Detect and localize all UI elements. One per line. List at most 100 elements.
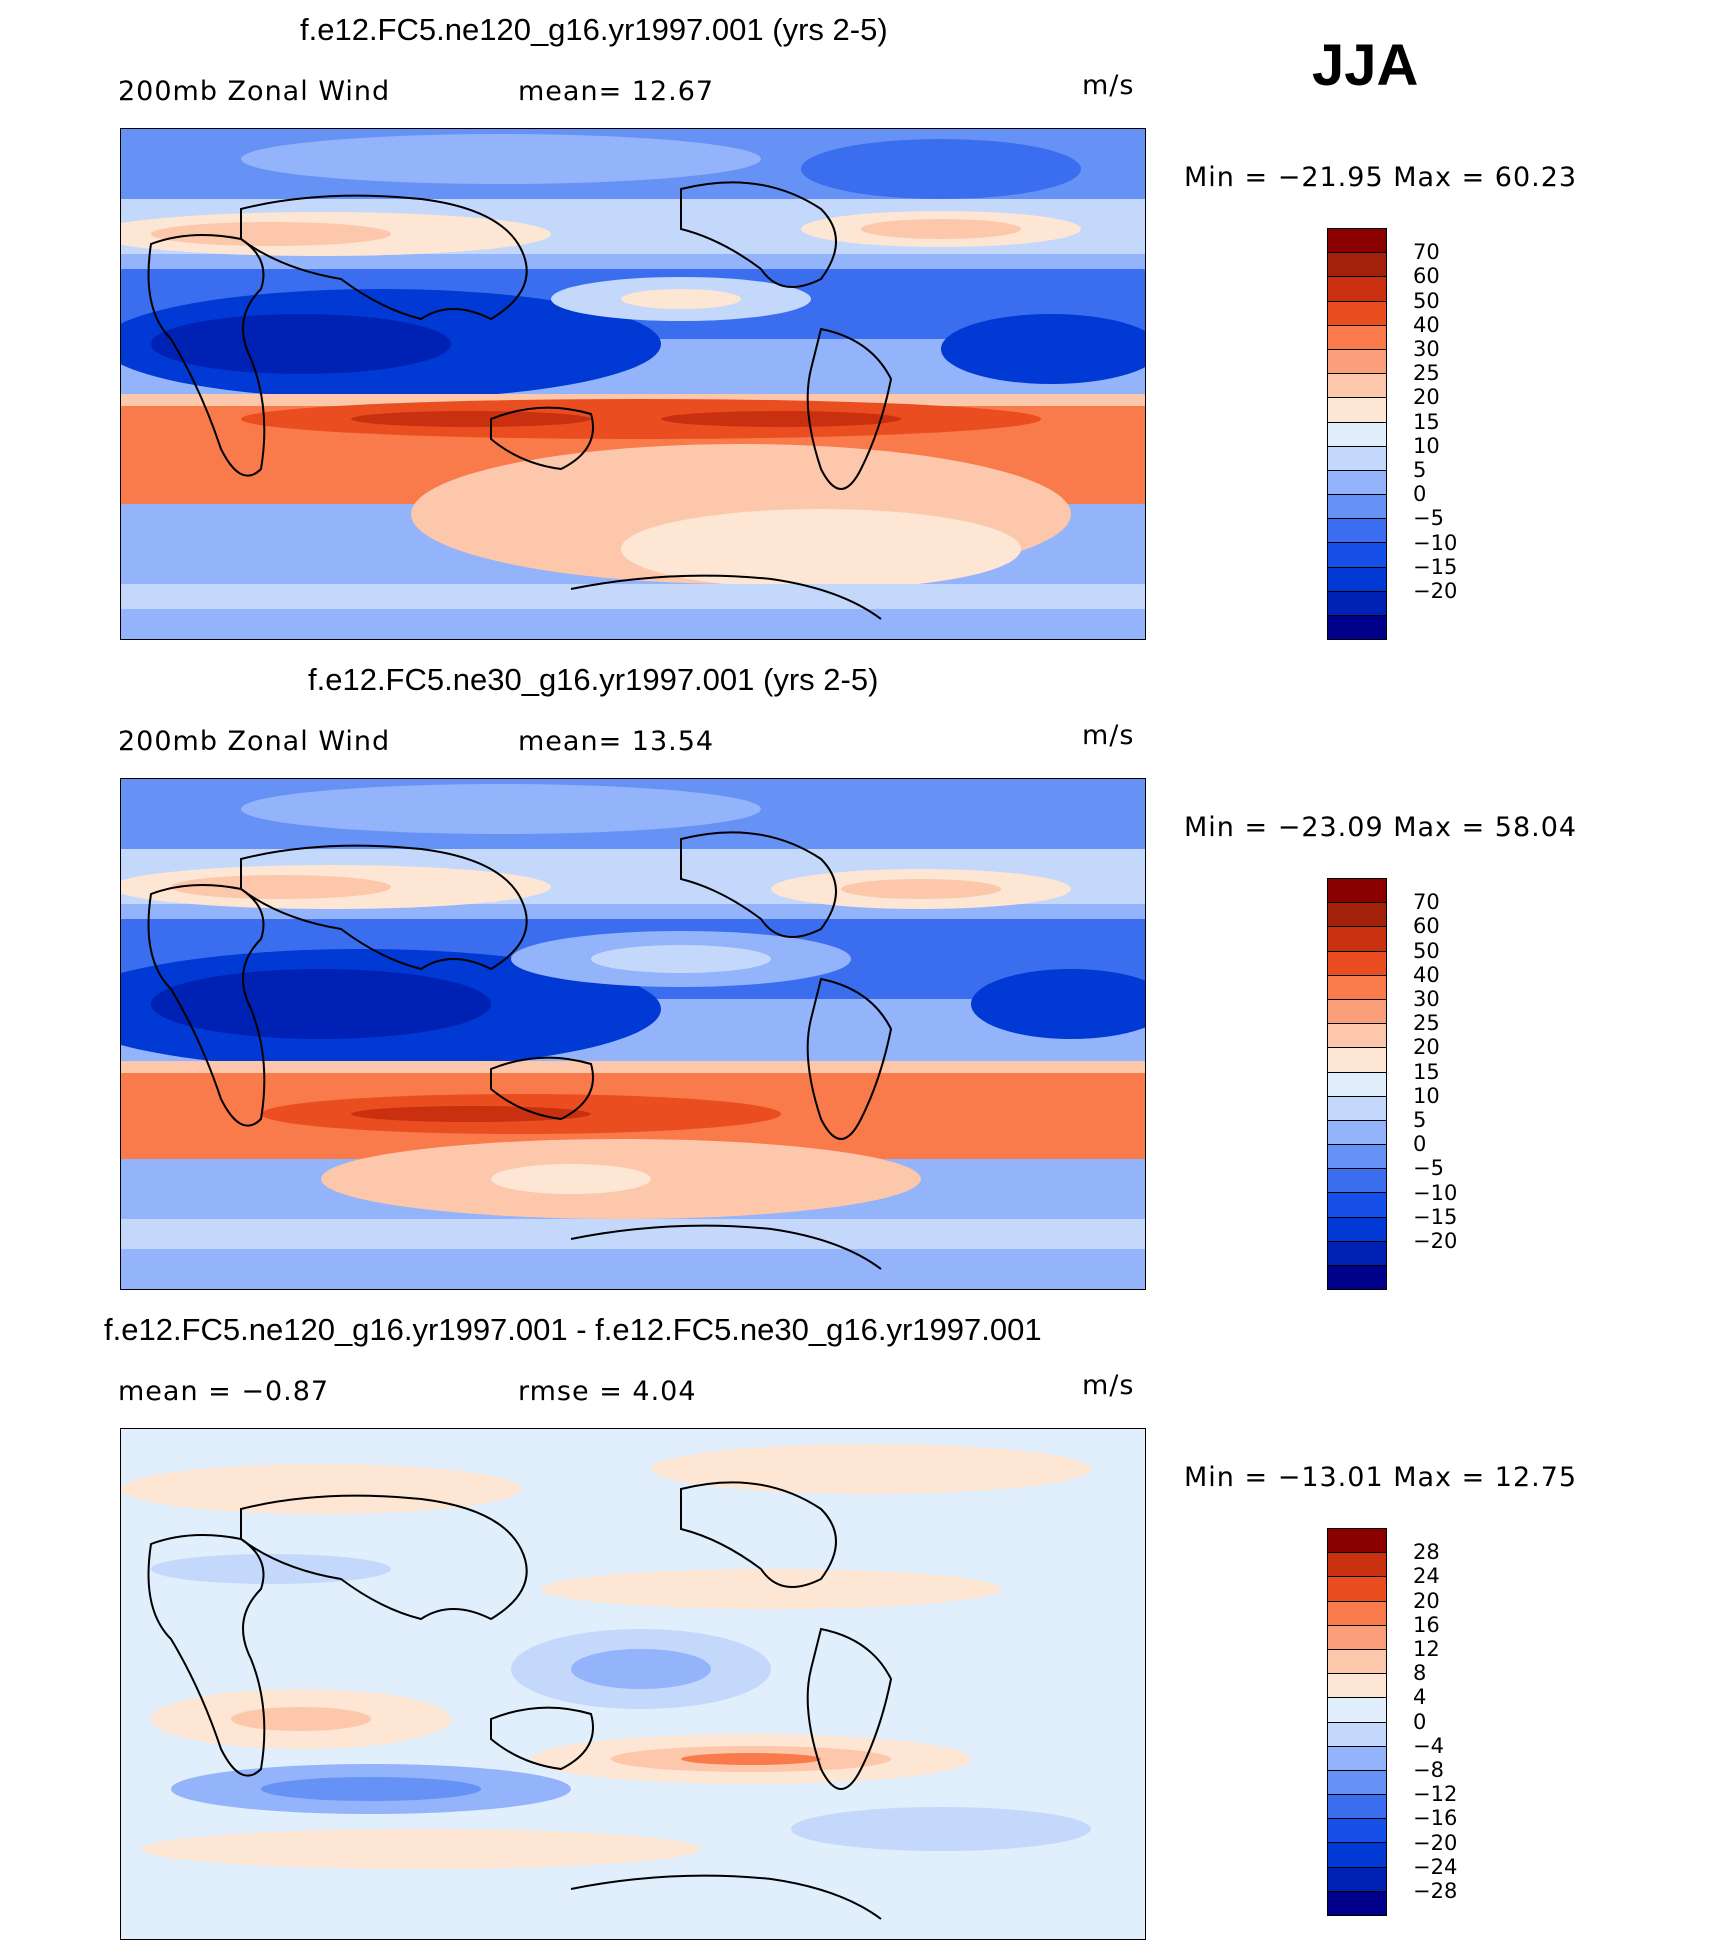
colorbar-tick-label: 20 [1413,385,1440,410]
colorbar-tick-label: −20 [1413,579,1458,603]
colorbar-tick-label: 15 [1413,409,1440,434]
panel-2-minmax: Min = −23.09 Max = 58.04 [1184,812,1578,843]
colorbar-swatch [1327,1265,1387,1291]
colorbar-tick-label: 15 [1413,1059,1440,1084]
colorbar-tick-label: 50 [1413,938,1440,963]
panel-3-contour-plot [121,1429,1145,1939]
colorbar-swatch [1327,397,1387,423]
colorbar-swatch [1327,1794,1387,1820]
colorbar-swatch [1327,1240,1387,1266]
panel-2-mean-label: mean= 13.54 [518,726,715,757]
colorbar-swatch [1327,1216,1387,1242]
colorbar-tick-label: 10 [1413,1083,1440,1108]
panel-1-colorbar: 70 60 50 40 30 25 20 15 10 5 0 −5 −10 −15 −20 [1327,228,1457,641]
colorbar-tick-label: −4 [1413,1733,1444,1758]
panel-3-mean-label: mean = −0.87 [118,1376,330,1407]
colorbar-tick-label: −15 [1413,554,1458,579]
colorbar-swatch [1327,1576,1387,1602]
colorbar-tick-label: 0 [1413,482,1427,507]
colorbar-tick-label: 60 [1413,264,1440,289]
colorbar-swatch [1327,902,1387,928]
colorbar-swatch [1327,615,1387,641]
colorbar-tick-label: −24 [1413,1854,1458,1879]
colorbar-swatch [1327,1600,1387,1626]
colorbar-swatch [1327,1119,1387,1146]
panel-1-contour-plot [121,129,1145,639]
panel-3-map [120,1428,1146,1940]
colorbar-tick-label: 30 [1413,987,1440,1011]
colorbar-tick-label: 60 [1413,914,1440,939]
colorbar-swatch [1327,1745,1387,1771]
panel-1-variable-label: 200mb Zonal Wind [118,76,391,107]
colorbar-swatch [1327,1071,1387,1097]
colorbar-swatch [1327,1866,1387,1892]
colorbar-swatch [1327,494,1387,520]
colorbar-tick-label: 4 [1413,1685,1427,1710]
colorbar-swatch [1327,228,1387,254]
colorbar-tick-label: 20 [1413,1035,1440,1060]
panel-3-rmse-label: rmse = 4.04 [518,1376,697,1407]
panel-3-minmax: Min = −13.01 Max = 12.75 [1184,1462,1578,1493]
colorbar-swatch [1327,276,1387,302]
colorbar-swatch [1327,373,1387,399]
colorbar-tick-label: 30 [1413,337,1440,361]
colorbar-swatch [1327,1818,1387,1844]
colorbar-tick-label: 12 [1413,1637,1440,1661]
colorbar-tick-label: −12 [1413,1782,1458,1807]
colorbar-swatch [1327,590,1387,616]
colorbar-tick-label: −16 [1413,1806,1458,1831]
colorbar-swatch [1327,518,1387,544]
panel-2-units: m/s [1082,720,1135,751]
colorbar-tick-label: 5 [1413,458,1427,482]
panel-1-minmax: Min = −21.95 Max = 60.23 [1184,162,1578,193]
colorbar-tick-label: 8 [1413,1661,1427,1686]
colorbar-swatch [1327,324,1387,350]
colorbar-swatch [1327,1144,1387,1170]
colorbar-swatch [1327,445,1387,471]
colorbar-swatch [1327,1673,1387,1699]
colorbar-swatch [1327,1552,1387,1578]
colorbar-swatch [1327,974,1387,1000]
panel-3-colorbar: 28 24 20 16 12 8 4 0 −4 −8 −12 −16 −20 −24 −28 [1327,1528,1457,1916]
colorbar-tick-label: 10 [1413,433,1440,458]
colorbar-tick-label: 40 [1413,312,1440,337]
colorbar-swatch [1327,1047,1387,1073]
colorbar-tick-label: 28 [1413,1540,1440,1565]
colorbar-swatch [1327,421,1387,447]
colorbar-swatch [1327,566,1387,592]
panel-3-units: m/s [1082,1370,1135,1401]
panel-1-units: m/s [1082,70,1135,101]
colorbar-swatch [1327,1095,1387,1121]
colorbar-swatch [1327,1890,1387,1916]
panel-2-title: f.e12.FC5.ne30_g16.yr1997.001 (yrs 2-5) [308,662,879,697]
colorbar-swatch [1327,1528,1387,1554]
colorbar-swatch [1327,1769,1387,1796]
colorbar-tick-label: 24 [1413,1564,1440,1589]
colorbar-tick-label: −10 [1413,530,1458,555]
colorbar-tick-label: 50 [1413,288,1440,313]
colorbar-swatch [1327,1624,1387,1650]
panel-3-title: f.e12.FC5.ne120_g16.yr1997.001 - f.e12.F… [104,1312,1042,1347]
colorbar-swatch [1327,348,1387,375]
panel-2-colorbar-boxes [1327,878,1387,1291]
colorbar-tick-label: 16 [1413,1612,1440,1637]
colorbar-swatch [1327,1842,1387,1868]
colorbar-swatch [1327,950,1387,976]
colorbar-tick-label: 25 [1413,1011,1440,1036]
colorbar-tick-label: −5 [1413,1156,1444,1181]
colorbar-tick-label: 25 [1413,361,1440,386]
colorbar-tick-label: 0 [1413,1709,1427,1734]
panel-2-map [120,778,1146,1290]
panel-1-mean-label: mean= 12.67 [518,76,715,107]
colorbar-tick-label: 20 [1413,1588,1440,1613]
colorbar-swatch [1327,1168,1387,1194]
panel-2-contour-plot [121,779,1145,1289]
colorbar-tick-label: −8 [1413,1758,1444,1782]
colorbar-tick-label: −10 [1413,1180,1458,1205]
colorbar-tick-label: 70 [1413,240,1440,265]
colorbar-tick-label: 0 [1413,1132,1427,1157]
colorbar-tick-label: 5 [1413,1108,1427,1132]
colorbar-swatch [1327,252,1387,278]
colorbar-tick-label: 70 [1413,890,1440,915]
colorbar-swatch [1327,1721,1387,1747]
